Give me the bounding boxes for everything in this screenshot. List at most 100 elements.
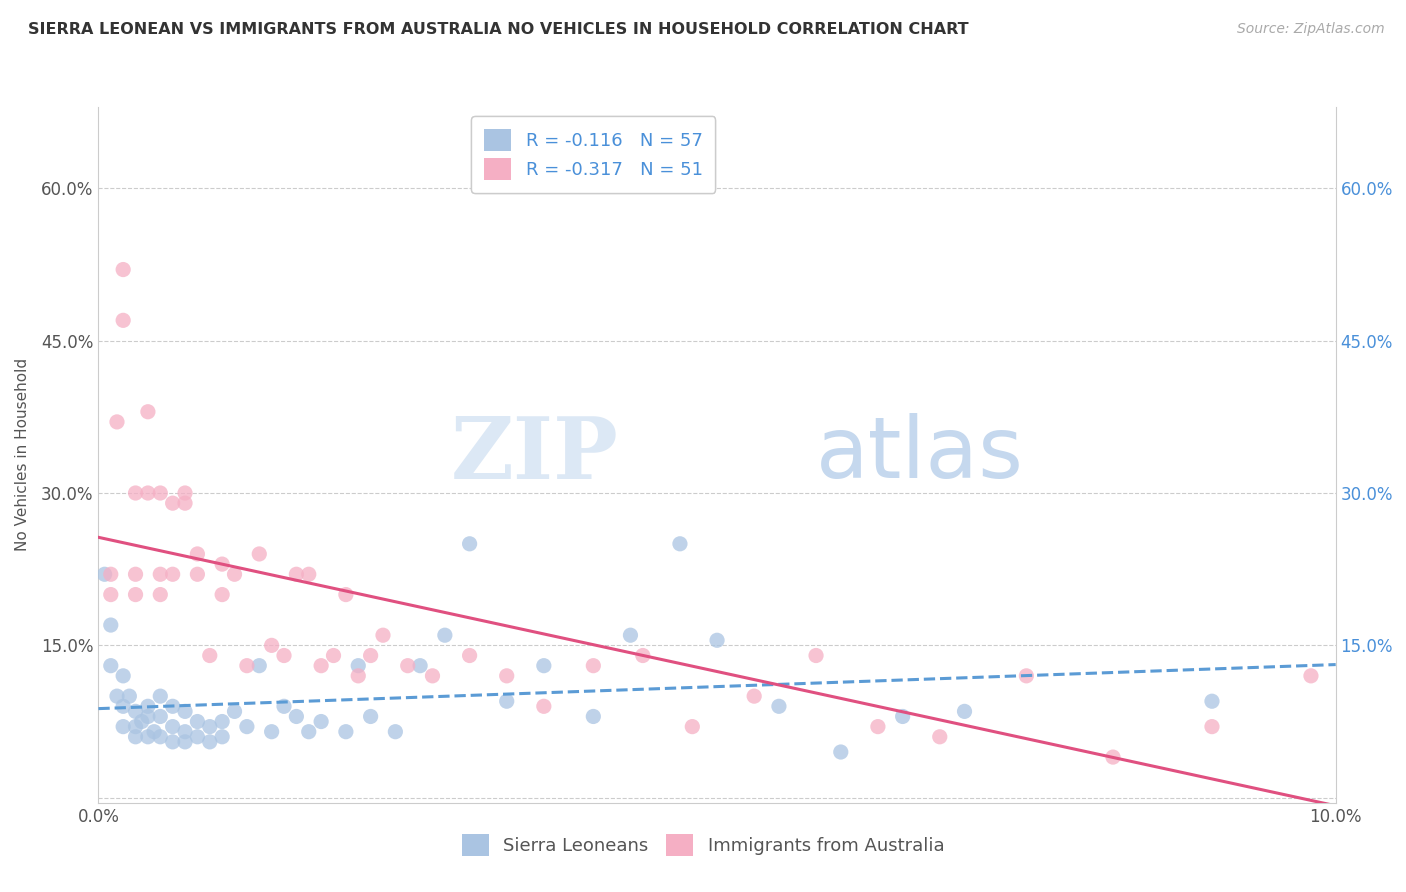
Point (335, 588, 357, 602)
Point (409, 658, 432, 673)
Point (211, 557, 233, 571)
Point (149, 709, 172, 723)
Point (953, 705, 976, 719)
Point (631, 648, 654, 663)
Point (162, 720, 184, 734)
Point (891, 709, 914, 723)
Point (247, 658, 270, 673)
Point (706, 633, 728, 648)
Point (260, 639, 283, 653)
Point (211, 730, 233, 744)
Point (162, 496, 184, 510)
Point (866, 720, 889, 734)
Point (198, 720, 221, 734)
Text: ZIP: ZIP (450, 413, 619, 497)
Point (1102, 750, 1125, 764)
Point (928, 730, 950, 744)
Point (533, 658, 555, 673)
Point (100, 567, 122, 582)
Point (396, 658, 419, 673)
Point (143, 724, 166, 739)
Point (433, 628, 456, 642)
Point (582, 709, 605, 723)
Point (149, 689, 172, 703)
Point (224, 705, 246, 719)
Point (186, 567, 208, 582)
Point (186, 730, 208, 744)
Point (273, 699, 295, 714)
Point (742, 689, 765, 703)
Point (112, 262, 135, 277)
Point (198, 735, 221, 749)
Point (149, 588, 172, 602)
Point (309, 658, 332, 673)
Point (371, 628, 394, 642)
Y-axis label: No Vehicles in Household: No Vehicles in Household (15, 359, 30, 551)
Point (495, 694, 517, 708)
Point (533, 699, 555, 714)
Point (174, 724, 197, 739)
Point (174, 496, 197, 510)
Point (211, 588, 233, 602)
Point (360, 709, 382, 723)
Point (105, 689, 128, 703)
Point (804, 648, 827, 663)
Point (582, 658, 605, 673)
Point (100, 588, 122, 602)
Point (136, 730, 159, 744)
Point (162, 735, 184, 749)
Point (347, 669, 370, 683)
Point (186, 714, 208, 729)
Point (211, 714, 233, 729)
Point (285, 709, 308, 723)
Point (118, 689, 141, 703)
Point (298, 724, 321, 739)
Text: SIERRA LEONEAN VS IMMIGRANTS FROM AUSTRALIA NO VEHICLES IN HOUSEHOLD CORRELATION: SIERRA LEONEAN VS IMMIGRANTS FROM AUSTRA… (28, 22, 969, 37)
Point (335, 724, 357, 739)
Point (1299, 669, 1322, 683)
Point (260, 724, 283, 739)
Legend: Sierra Leoneans, Immigrants from Australia: Sierra Leoneans, Immigrants from Austral… (453, 825, 953, 865)
Point (162, 567, 184, 582)
Point (124, 720, 146, 734)
Point (224, 567, 246, 582)
Text: atlas: atlas (815, 413, 1024, 497)
Point (830, 745, 852, 759)
Point (124, 588, 146, 602)
Point (1015, 669, 1038, 683)
Point (186, 547, 208, 561)
Point (247, 547, 270, 561)
Point (1201, 720, 1223, 734)
Legend: R = -0.116   N = 57, R = -0.317   N = 51: R = -0.116 N = 57, R = -0.317 N = 51 (471, 116, 716, 193)
Point (273, 648, 295, 663)
Point (322, 648, 344, 663)
Point (136, 405, 159, 419)
Point (131, 714, 153, 729)
Point (136, 486, 159, 500)
Point (124, 730, 146, 744)
Point (298, 567, 321, 582)
Point (100, 658, 122, 673)
Point (285, 567, 308, 582)
Point (149, 730, 172, 744)
Point (458, 537, 481, 551)
Point (105, 415, 128, 429)
Point (384, 724, 406, 739)
Point (360, 648, 382, 663)
Point (1201, 694, 1223, 708)
Point (149, 567, 172, 582)
Text: Source: ZipAtlas.com: Source: ZipAtlas.com (1237, 22, 1385, 37)
Point (236, 658, 259, 673)
Point (174, 705, 197, 719)
Point (236, 720, 259, 734)
Point (149, 486, 172, 500)
Point (112, 669, 135, 683)
Point (495, 669, 517, 683)
Point (100, 618, 122, 632)
Point (136, 699, 159, 714)
Point (198, 648, 221, 663)
Point (347, 658, 370, 673)
Point (112, 720, 135, 734)
Point (112, 699, 135, 714)
Point (136, 709, 159, 723)
